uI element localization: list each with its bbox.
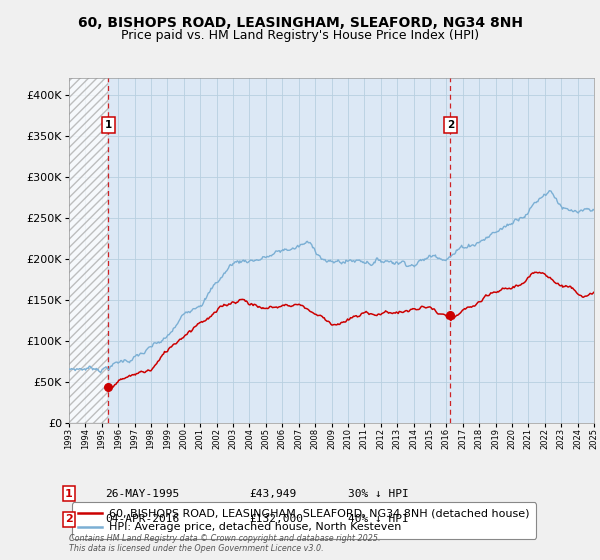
Text: 26-MAY-1995: 26-MAY-1995 xyxy=(105,489,179,499)
Text: 1: 1 xyxy=(104,120,112,130)
Text: 30% ↓ HPI: 30% ↓ HPI xyxy=(348,489,409,499)
Text: 04-APR-2016: 04-APR-2016 xyxy=(105,514,179,524)
Text: Price paid vs. HM Land Registry's House Price Index (HPI): Price paid vs. HM Land Registry's House … xyxy=(121,29,479,42)
Text: 60, BISHOPS ROAD, LEASINGHAM, SLEAFORD, NG34 8NH: 60, BISHOPS ROAD, LEASINGHAM, SLEAFORD, … xyxy=(77,16,523,30)
Text: 1: 1 xyxy=(65,489,73,499)
Legend: 60, BISHOPS ROAD, LEASINGHAM, SLEAFORD, NG34 8NH (detached house), HPI: Average : 60, BISHOPS ROAD, LEASINGHAM, SLEAFORD, … xyxy=(72,502,536,539)
Text: £132,000: £132,000 xyxy=(249,514,303,524)
Text: 2: 2 xyxy=(65,514,73,524)
Text: £43,949: £43,949 xyxy=(249,489,296,499)
Text: 40% ↓ HPI: 40% ↓ HPI xyxy=(348,514,409,524)
Text: 2: 2 xyxy=(447,120,454,130)
Text: Contains HM Land Registry data © Crown copyright and database right 2025.
This d: Contains HM Land Registry data © Crown c… xyxy=(69,534,380,553)
